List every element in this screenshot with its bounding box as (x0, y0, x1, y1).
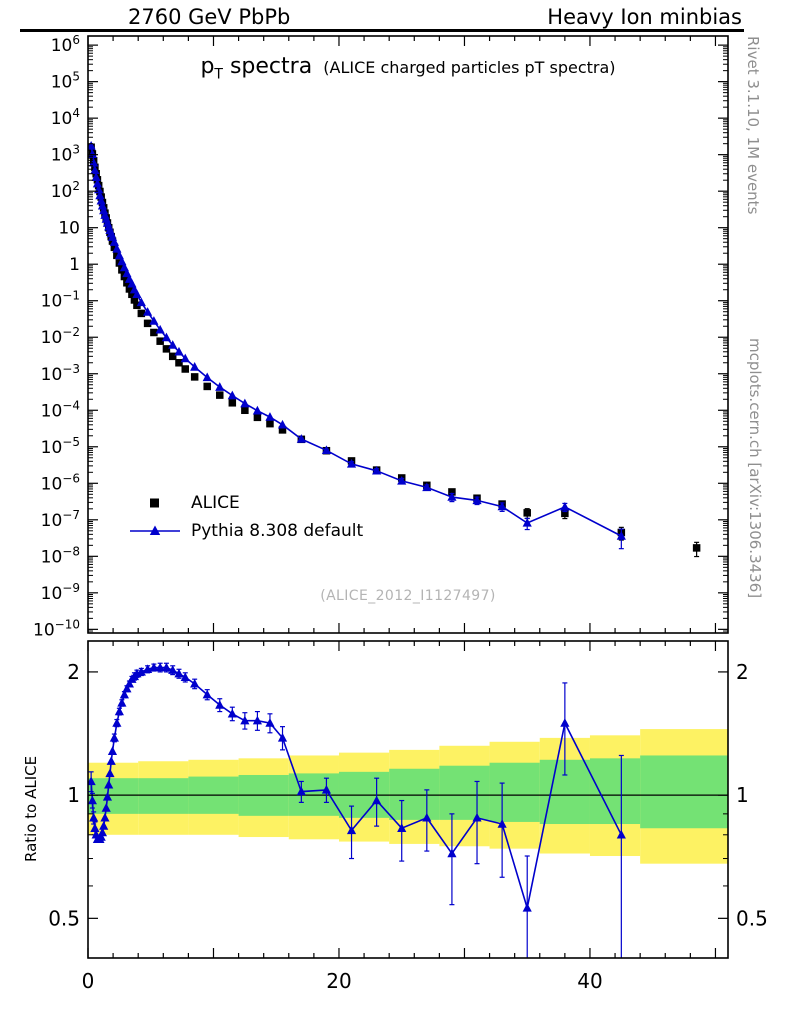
rivet-version-note: Rivet 3.1.10, 1M events (744, 36, 762, 215)
svg-text:104: 104 (51, 106, 80, 129)
svg-text:10−4: 10−4 (41, 398, 80, 421)
svg-text:1: 1 (736, 783, 749, 807)
square-marker-icon (150, 498, 159, 508)
plot-title: pT spectra (ALICE charged particles pT s… (88, 54, 728, 82)
process-label: Heavy Ion minbias (547, 5, 742, 29)
svg-text:2: 2 (736, 660, 749, 684)
svg-text:1: 1 (69, 255, 80, 275)
header-rule (20, 29, 744, 32)
svg-text:105: 105 (51, 70, 80, 93)
svg-text:20: 20 (326, 969, 351, 993)
svg-text:0.5: 0.5 (736, 906, 768, 930)
plot-title-rest: spectra (222, 54, 313, 79)
svg-text:10−6: 10−6 (41, 471, 80, 494)
svg-text:10−9: 10−9 (41, 581, 80, 604)
svg-text:102: 102 (51, 179, 80, 202)
plot-title-prefix: p (200, 54, 215, 79)
svg-text:0: 0 (82, 969, 95, 993)
legend: ALICE Pythia 8.308 default (126, 489, 363, 545)
svg-text:106: 106 (51, 33, 80, 56)
beam-energy-label: 2760 GeV PbPb (128, 5, 291, 29)
mcplots-reference-note: mcplots.cern.ch [arXiv:1306.3436] (746, 338, 764, 599)
svg-text:1: 1 (67, 783, 80, 807)
svg-text:10−10: 10−10 (33, 617, 80, 640)
axes (87, 35, 729, 959)
svg-text:10−2: 10−2 (41, 325, 80, 348)
svg-text:40: 40 (577, 969, 602, 993)
svg-text:10−3: 10−3 (41, 362, 80, 385)
svg-text:2: 2 (67, 660, 80, 684)
svg-text:10−5: 10−5 (41, 435, 80, 458)
plot-title-main: pT spectra (200, 54, 313, 83)
main-series (88, 141, 701, 558)
legend-item-alice: ALICE (126, 489, 363, 517)
svg-text:103: 103 (51, 143, 80, 166)
ratio-series (88, 662, 626, 958)
ratio-axis-label: Ratio to ALICE (22, 755, 40, 862)
axis-tick-labels: 10610510410310210110−110−210−310−410−510… (33, 33, 768, 993)
legend-label-pythia: Pythia 8.308 default (191, 521, 364, 541)
legend-label-alice: ALICE (191, 493, 240, 513)
svg-text:10: 10 (58, 219, 80, 239)
legend-item-pythia: Pythia 8.308 default (126, 517, 363, 545)
analysis-id-watermark: (ALICE_2012_I1127497) (320, 588, 496, 604)
ratio-uncertainty-bands (88, 729, 728, 864)
triangle-line-marker-icon (130, 525, 180, 535)
svg-text:10−1: 10−1 (41, 289, 80, 312)
plot-title-note: (ALICE charged particles pT spectra) (323, 58, 616, 77)
svg-text:10−7: 10−7 (41, 508, 80, 531)
svg-text:10−8: 10−8 (41, 544, 80, 567)
svg-text:0.5: 0.5 (48, 906, 80, 930)
plot-title-subscript: T (214, 66, 223, 83)
